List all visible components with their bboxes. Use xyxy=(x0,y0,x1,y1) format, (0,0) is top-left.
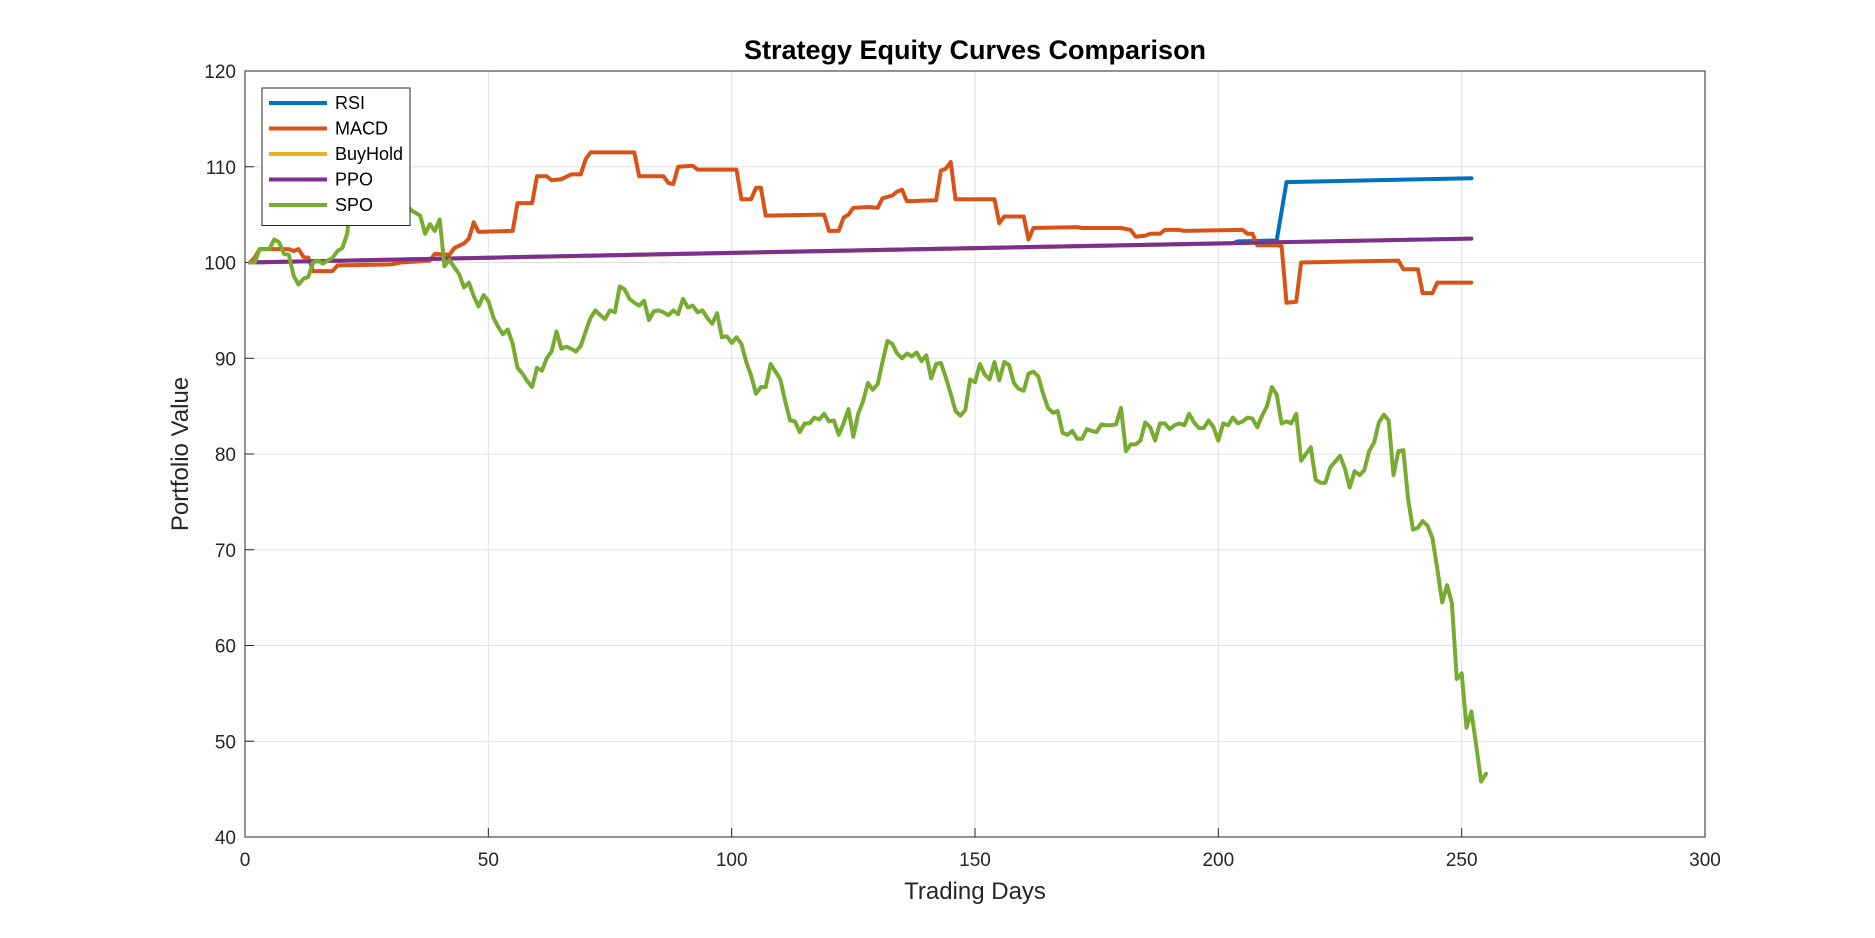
y-tick-label: 40 xyxy=(215,828,236,849)
legend: RSI MACD BuyHold PPO SPO xyxy=(261,87,411,226)
y-tick-label: 100 xyxy=(204,254,236,275)
legend-label-buyhold: BuyHold xyxy=(335,144,403,164)
x-tick-label: 0 xyxy=(240,850,251,871)
y-tick-label: 90 xyxy=(215,349,236,370)
x-tick-label: 50 xyxy=(478,850,499,871)
x-axis-label: Trading Days xyxy=(904,878,1046,905)
series-line-spo xyxy=(247,136,1488,784)
x-tick-label: 150 xyxy=(959,850,991,871)
series-lines xyxy=(247,136,1488,784)
series-line-macd xyxy=(247,150,1474,305)
chart-title: Strategy Equity Curves Comparison xyxy=(744,35,1206,65)
y-tick-label: 50 xyxy=(215,732,236,753)
legend-label-spo: SPO xyxy=(335,195,373,215)
legend-label-ppo: PPO xyxy=(335,170,373,190)
x-tick-label: 250 xyxy=(1446,850,1478,871)
x-tick-label: 200 xyxy=(1202,850,1234,871)
y-tick-label: 80 xyxy=(215,445,236,466)
legend-label-macd: MACD xyxy=(335,119,388,139)
y-tick-label: 110 xyxy=(206,158,236,179)
axis-ticks: 0 50 100 150 200 250 300 40 50 60 70 80 90 100 110 120 xyxy=(204,62,1721,871)
x-tick-label: 100 xyxy=(716,850,748,871)
legend-label-rsi: RSI xyxy=(335,93,365,113)
x-tick-label: 300 xyxy=(1689,850,1721,871)
y-tick-label: 70 xyxy=(215,541,236,562)
y-axis-label: Portfolio Value xyxy=(167,377,194,531)
legend-box xyxy=(261,87,411,226)
y-tick-label: 60 xyxy=(215,637,236,658)
y-tick-label: 120 xyxy=(204,62,236,83)
